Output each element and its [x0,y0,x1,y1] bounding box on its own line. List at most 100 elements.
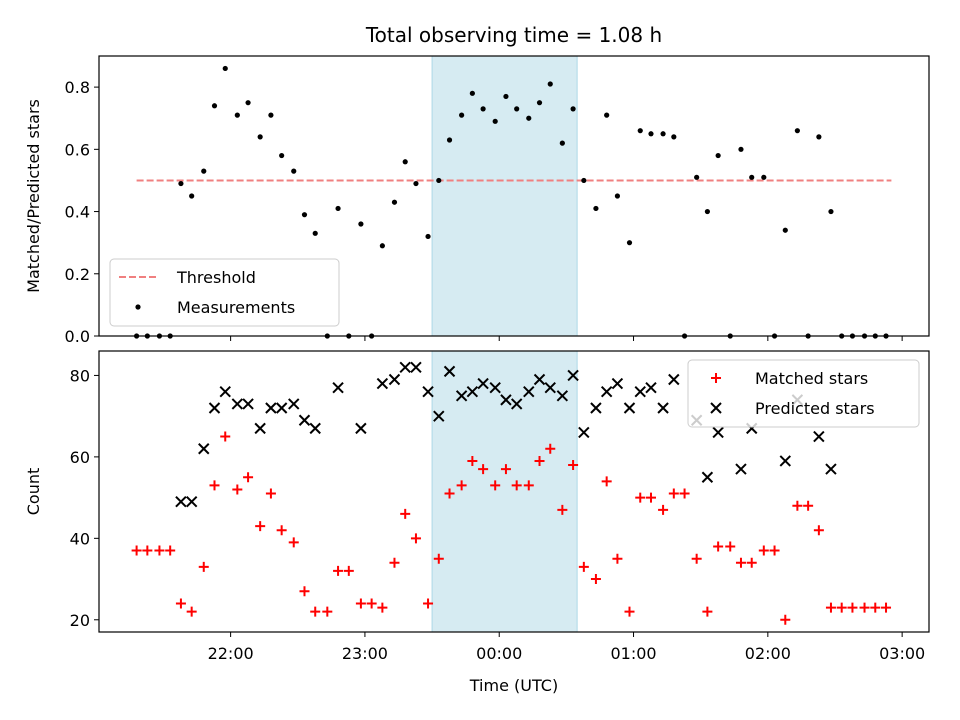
data-point [578,561,589,572]
data-point [671,134,677,140]
data-point [691,553,702,564]
data-point [436,177,442,184]
data-point [332,381,344,394]
data-point [388,373,401,386]
data-point [220,431,231,442]
data-point [219,386,231,398]
legend-marker [710,402,722,414]
data-point [769,545,780,556]
data-point [749,174,755,180]
data-point [870,602,881,613]
data-point [222,65,228,72]
data-point [735,557,746,568]
data-point [231,398,244,410]
data-point [567,369,579,382]
data-point [358,221,364,227]
data-point [500,464,511,475]
data-point [211,103,218,109]
data-point [276,525,287,536]
data-point [175,598,186,609]
data-point [377,602,388,613]
data-point [523,386,535,398]
data-point [288,398,300,410]
data-point [335,205,341,212]
data-point [391,199,398,205]
data-point [443,365,456,378]
data-point [645,492,656,503]
x-tick-label: 03:00 [879,644,925,663]
data-point [738,146,744,152]
data-point [410,533,421,544]
data-point [257,134,263,140]
data-point [423,598,434,609]
legend-label: Threshold [176,268,256,287]
data-point [489,381,501,394]
data-point [413,180,419,187]
data-point [279,152,285,159]
data-point [446,137,453,143]
legend-box [687,359,920,428]
data-point [648,131,654,137]
observing-window-span [431,55,578,337]
axes-frame [98,55,930,337]
data-point [185,495,198,508]
legend-marker [135,304,141,310]
data-point [478,464,489,475]
data-point [178,180,184,187]
data-point [792,500,803,511]
x-tick-label: 02:00 [745,644,791,663]
data-point [694,174,700,180]
data-point [779,455,792,467]
data-point [510,398,523,410]
data-point [668,488,679,499]
data-point [761,174,767,180]
data-point [500,394,512,406]
data-point [492,118,498,124]
data-point [376,377,389,390]
data-point [881,602,892,613]
data-point [624,606,635,617]
data-point [626,240,633,246]
data-point [198,561,209,572]
y-tick-label: 0.0 [65,327,90,346]
data-point [477,377,489,390]
data-point [545,443,556,454]
data-point [189,193,195,199]
data-point [366,598,377,609]
data-point [265,402,277,414]
y-tick-label: 60 [70,448,90,467]
data-point [593,205,599,212]
data-point [526,115,532,121]
data-point [559,140,565,146]
x-tick-label: 01:00 [610,644,656,663]
data-point [581,177,587,184]
series-predicted-stars [175,361,837,508]
chart-title: Total observing time = 1.08 h [365,23,662,47]
data-point [780,614,791,625]
data-point [389,557,400,568]
data-point [590,402,602,414]
x-tick-label: 00:00 [476,644,522,663]
data-point [534,455,545,466]
data-point [645,381,657,394]
data-point [704,208,710,215]
data-point [355,598,366,609]
data-point [514,106,520,112]
data-point [175,495,187,508]
data-point [480,106,486,112]
data-point [614,193,621,199]
data-point [590,574,601,585]
data-point [444,488,455,499]
y-tick-label: 0.4 [65,203,90,222]
y-axis-title: Count [24,468,43,516]
observing-window-span [431,350,578,633]
data-point [232,484,243,495]
data-point [758,545,769,556]
x-axis-title: Time (UTC) [469,676,558,695]
data-point [201,168,207,174]
data-point [511,480,522,491]
data-point [713,541,724,552]
y-axis-title: Matched/Predicted stars [24,99,43,293]
data-point [637,128,643,134]
data-point [466,386,479,398]
